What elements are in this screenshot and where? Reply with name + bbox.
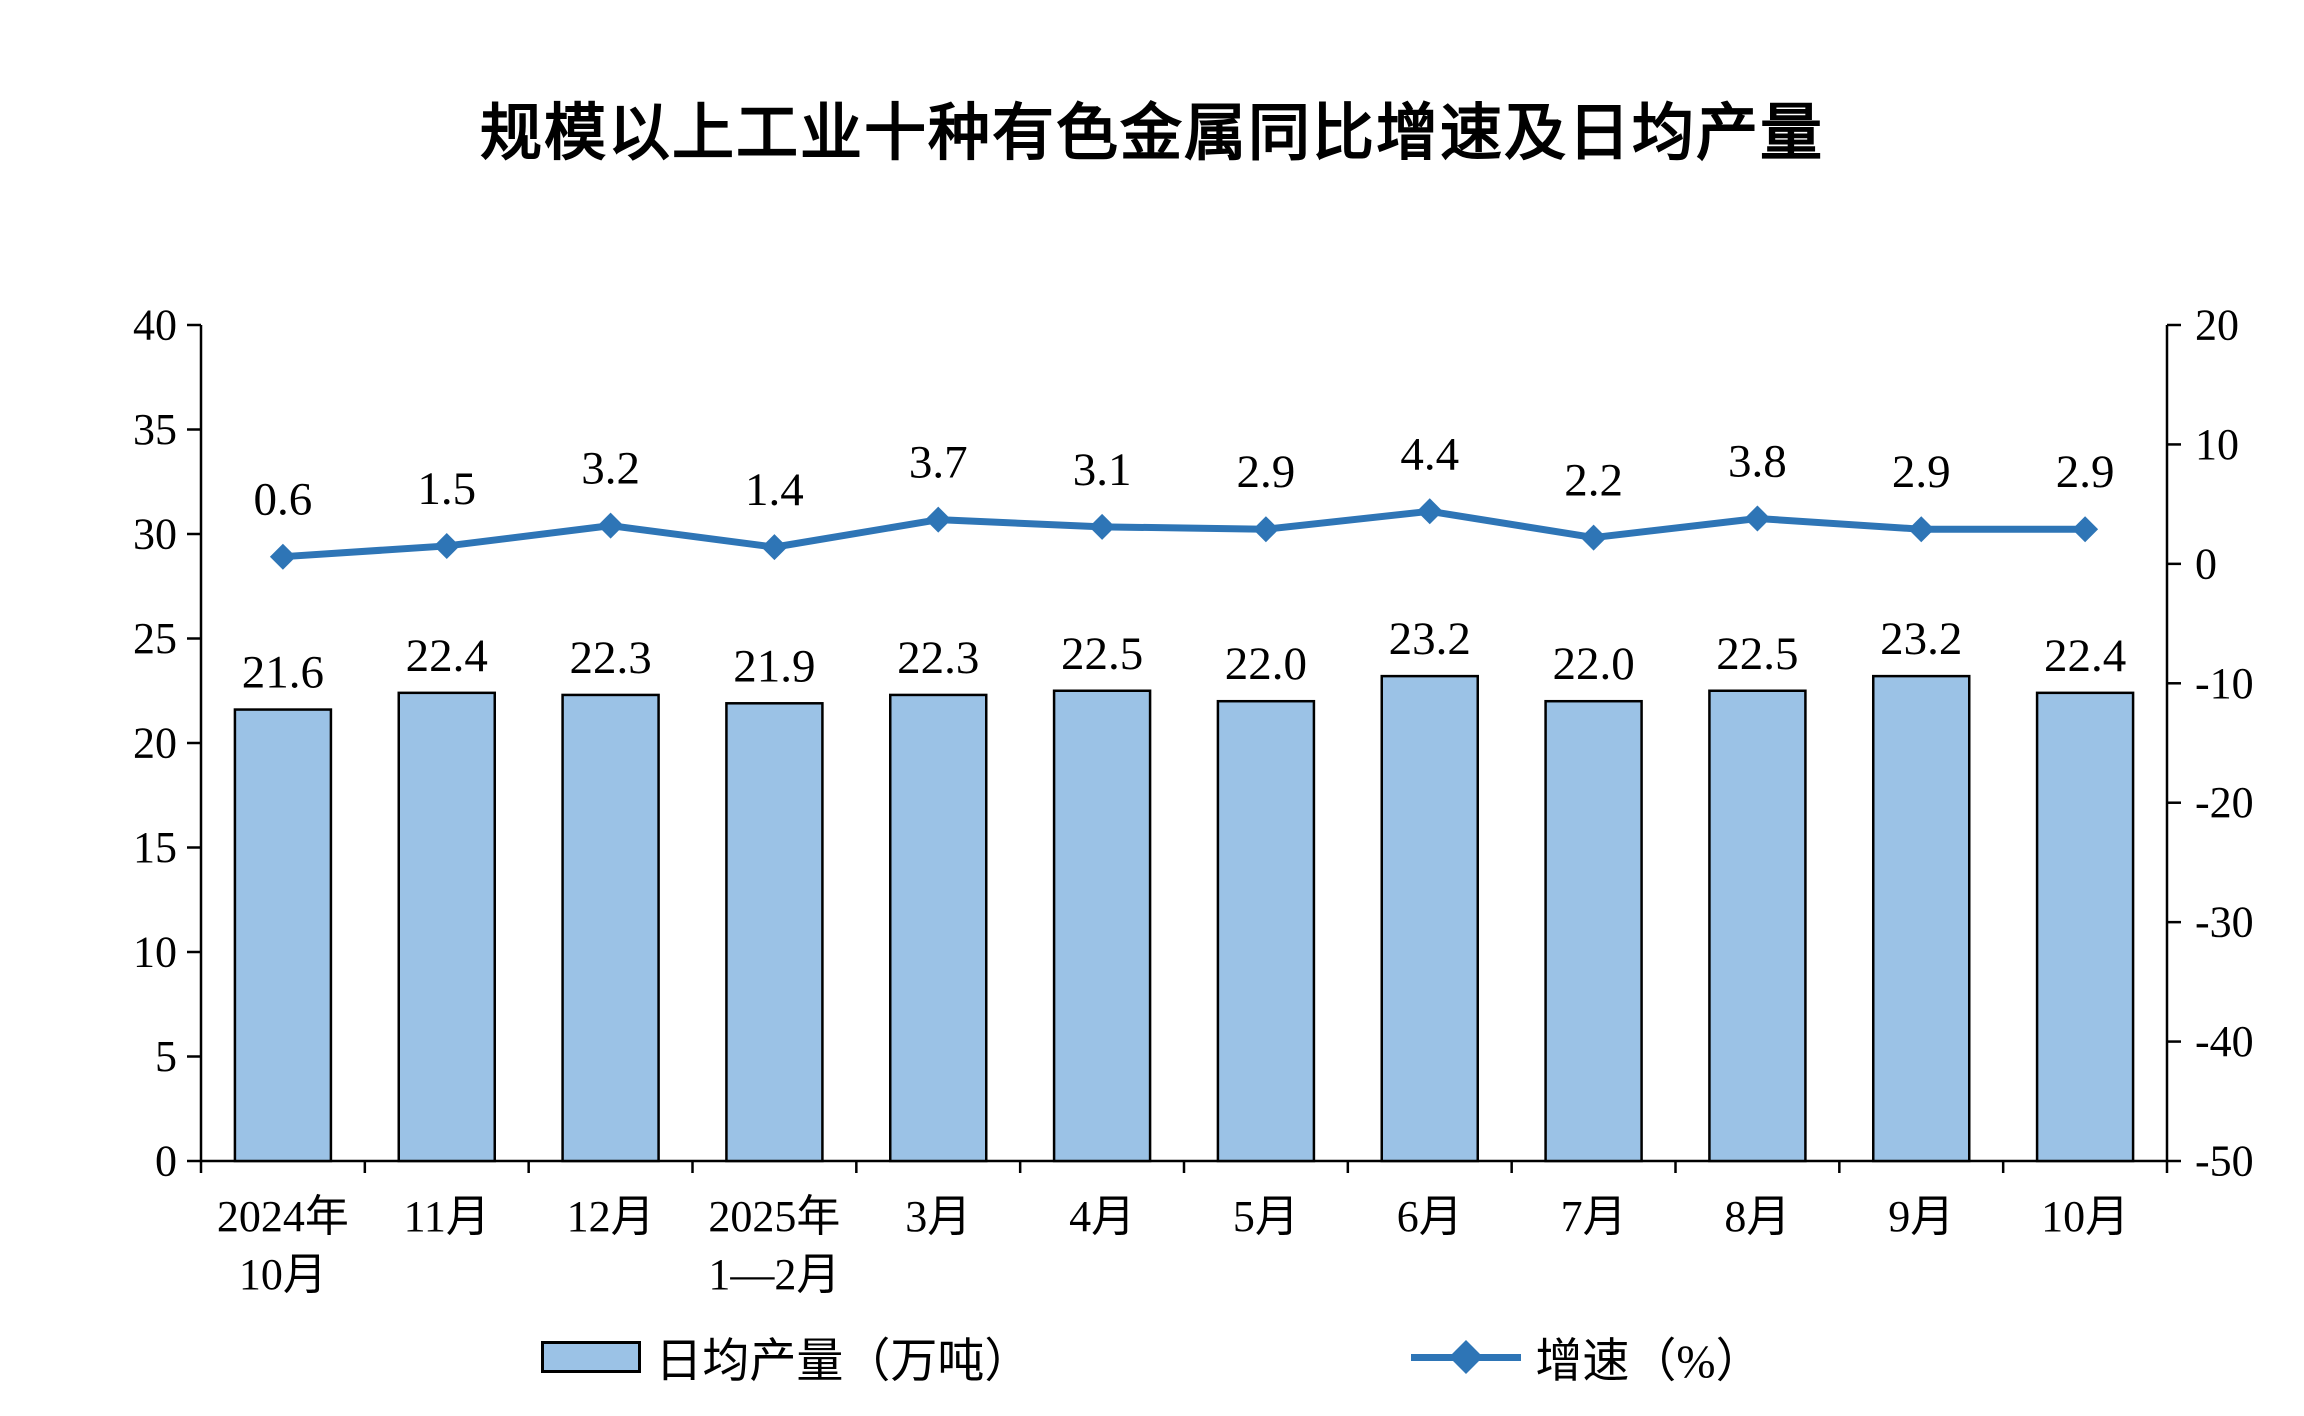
- bar-data-label: 23.2: [1389, 613, 1471, 665]
- line-marker: [433, 532, 460, 559]
- bar: [397, 691, 496, 1163]
- line-data-label: 4.4: [1400, 428, 1459, 480]
- right-axis-label: -50: [2195, 1137, 2254, 1186]
- right-axis-label: -30: [2195, 898, 2254, 947]
- bar: [1544, 699, 1643, 1163]
- legend-bar-label: 日均产量（万吨）: [655, 1336, 1032, 1388]
- bar: [725, 702, 824, 1163]
- legend-item-line: 增速（%）: [1411, 1322, 1763, 1391]
- x-axis-category-label: 12月: [567, 1192, 655, 1241]
- x-axis-category-label: 5月: [1233, 1192, 1299, 1241]
- x-axis-category-label: 8月: [1724, 1192, 1790, 1241]
- bar: [561, 693, 660, 1163]
- line-marker: [1252, 516, 1279, 543]
- bar-data-label: 21.9: [733, 640, 815, 692]
- line-marker: [269, 543, 296, 570]
- bar-data-label: 22.4: [406, 630, 488, 682]
- line-marker: [761, 534, 788, 561]
- chart-legend: 日均产量（万吨） 增速（%）: [0, 1322, 2304, 1391]
- bar-data-label: 21.6: [242, 647, 324, 699]
- bar: [2035, 691, 2135, 1163]
- line-data-label: 2.9: [2056, 446, 2115, 498]
- line-swatch-icon: [1411, 1339, 1522, 1374]
- line-data-label: 3.1: [1073, 444, 1132, 496]
- left-axis-label: 30: [133, 510, 177, 559]
- right-axis-label: 0: [2195, 539, 2217, 588]
- line-data-label: 2.2: [1564, 455, 1623, 507]
- left-axis-label: 20: [133, 719, 177, 768]
- growth-line: [282, 507, 2086, 561]
- x-axis-category-label: 2025年 1—2月: [708, 1192, 840, 1299]
- x-axis-category-label: 4月: [1069, 1192, 1135, 1241]
- bar-swatch-icon: [541, 1340, 642, 1373]
- left-axis-label: 10: [133, 928, 177, 977]
- bar-data-label: 22.4: [2044, 630, 2126, 682]
- right-axis-label: 20: [2195, 301, 2239, 350]
- line-marker: [1908, 516, 1935, 543]
- line-data-label: 1.5: [417, 463, 476, 515]
- bar: [1708, 689, 1807, 1163]
- bar-data-label: 22.5: [1061, 628, 1143, 680]
- left-axis-label: 35: [133, 405, 177, 454]
- line-marker: [1416, 498, 1443, 525]
- bar: [1872, 674, 1971, 1163]
- right-axis-label: -20: [2195, 778, 2254, 827]
- legend-item-bar: 日均产量（万吨）: [541, 1322, 1031, 1391]
- line-marker: [925, 506, 952, 533]
- left-axis-label: 25: [133, 614, 177, 663]
- x-axis-category-label: 3月: [905, 1192, 971, 1241]
- line-marker: [1744, 505, 1771, 532]
- x-axis-category-label: 10月: [2041, 1192, 2129, 1241]
- line-data-label: 2.9: [1237, 446, 1296, 498]
- line-marker: [1089, 513, 1116, 540]
- line-data-label: 3.8: [1728, 435, 1787, 487]
- right-axis-label: 10: [2195, 420, 2239, 469]
- chart-title: 规模以上工业十种有色金属同比增速及日均产量: [479, 99, 1824, 168]
- line-data-label: 0.6: [254, 474, 313, 526]
- line-data-label: 2.9: [1892, 446, 1951, 498]
- line-data-label: 3.2: [581, 443, 640, 495]
- bar-data-label: 22.5: [1716, 628, 1798, 680]
- left-axis-label: 15: [133, 823, 177, 872]
- bar-data-label: 22.0: [1552, 638, 1634, 690]
- bar: [1380, 674, 1479, 1163]
- line-data-label: 1.4: [745, 464, 804, 516]
- bar-data-label: 22.3: [897, 632, 979, 684]
- line-marker: [597, 512, 624, 539]
- left-axis-label: 0: [155, 1137, 177, 1186]
- bar: [1052, 689, 1152, 1163]
- x-axis-category-label: 9月: [1888, 1192, 1954, 1241]
- line-marker: [2072, 516, 2099, 543]
- x-axis-category-label: 7月: [1561, 1192, 1627, 1241]
- legend-line-label: 增速（%）: [1535, 1336, 1763, 1388]
- left-axis-label: 5: [155, 1032, 177, 1081]
- x-axis-category-label: 6月: [1397, 1192, 1463, 1241]
- bar-data-label: 22.3: [569, 632, 651, 684]
- line-marker: [1580, 524, 1607, 551]
- bar-data-label: 23.2: [1880, 613, 1962, 665]
- bar-data-label: 22.0: [1225, 638, 1307, 690]
- left-axis-label: 40: [133, 301, 177, 350]
- x-axis-category-label: 11月: [404, 1192, 490, 1241]
- bar: [1216, 699, 1316, 1163]
- right-axis-label: -40: [2195, 1017, 2254, 1066]
- x-axis-category-label: 2024年 10月: [217, 1192, 349, 1299]
- bar: [233, 708, 333, 1163]
- line-data-label: 3.7: [909, 437, 968, 489]
- bar: [889, 693, 988, 1163]
- right-axis-label: -10: [2195, 659, 2254, 708]
